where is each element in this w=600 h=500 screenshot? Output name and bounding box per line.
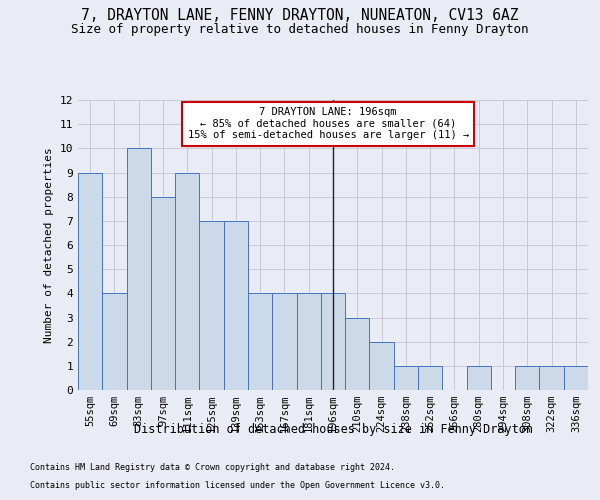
Text: 7, DRAYTON LANE, FENNY DRAYTON, NUNEATON, CV13 6AZ: 7, DRAYTON LANE, FENNY DRAYTON, NUNEATON… — [81, 8, 519, 22]
Bar — [199, 221, 224, 390]
Bar — [467, 366, 491, 390]
Bar — [102, 294, 127, 390]
Bar — [175, 172, 199, 390]
Bar — [345, 318, 370, 390]
Text: Size of property relative to detached houses in Fenny Drayton: Size of property relative to detached ho… — [71, 22, 529, 36]
Bar — [248, 294, 272, 390]
Text: Distribution of detached houses by size in Fenny Drayton: Distribution of detached houses by size … — [134, 422, 533, 436]
Bar — [394, 366, 418, 390]
Bar — [78, 172, 102, 390]
Bar — [539, 366, 564, 390]
Bar — [418, 366, 442, 390]
Text: Contains HM Land Registry data © Crown copyright and database right 2024.: Contains HM Land Registry data © Crown c… — [30, 464, 395, 472]
Y-axis label: Number of detached properties: Number of detached properties — [44, 147, 54, 343]
Bar — [296, 294, 321, 390]
Bar — [515, 366, 539, 390]
Bar — [370, 342, 394, 390]
Bar — [321, 294, 345, 390]
Text: Contains public sector information licensed under the Open Government Licence v3: Contains public sector information licen… — [30, 481, 445, 490]
Bar — [127, 148, 151, 390]
Bar — [564, 366, 588, 390]
Bar — [151, 196, 175, 390]
Bar — [224, 221, 248, 390]
Text: 7 DRAYTON LANE: 196sqm
← 85% of detached houses are smaller (64)
15% of semi-det: 7 DRAYTON LANE: 196sqm ← 85% of detached… — [188, 108, 469, 140]
Bar — [272, 294, 296, 390]
